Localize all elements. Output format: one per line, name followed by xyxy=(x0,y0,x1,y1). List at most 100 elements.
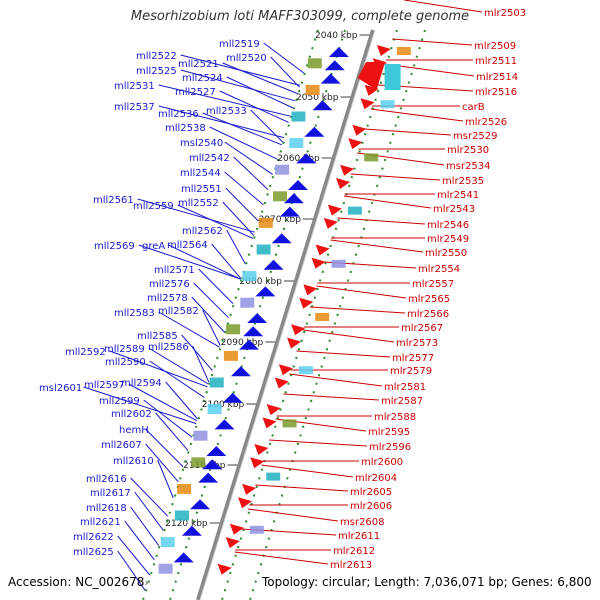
gene-label-mll2527[interactable]: mll2527 xyxy=(175,87,216,98)
gene-label-mll2610[interactable]: mll2610 xyxy=(113,456,154,467)
gene-label-mlr2554[interactable]: mlr2554 xyxy=(418,264,460,275)
gene-label-mll2561[interactable]: mll2561 xyxy=(93,195,134,206)
gene-feature-block xyxy=(223,350,238,361)
gene-label-mlr2581[interactable]: mlr2581 xyxy=(384,382,426,393)
gene-label-mll2524[interactable]: mll2524 xyxy=(182,73,223,84)
minus-strand-gene-arrow xyxy=(214,419,235,430)
plus-strand-gene-arrow xyxy=(311,257,326,269)
gene-label-mlr2573[interactable]: mlr2573 xyxy=(396,338,438,349)
gene-label-mlr2605[interactable]: mlr2605 xyxy=(350,487,392,498)
gene-label-mll2531[interactable]: mll2531 xyxy=(114,81,155,92)
gene-connector-mll2519 xyxy=(263,42,305,74)
gene-connector-mlr2604 xyxy=(261,464,354,478)
gene-label-mll2542[interactable]: mll2542 xyxy=(189,153,230,164)
chromosome-axis-shadow xyxy=(199,29,376,600)
gene-label-greA[interactable]: greA xyxy=(142,241,165,252)
gene-label-mlr2612[interactable]: mlr2612 xyxy=(333,546,375,557)
gene-label-mlr2550[interactable]: mlr2550 xyxy=(425,248,467,259)
gene-label-mlr2509[interactable]: mlr2509 xyxy=(474,41,516,52)
gene-label-mll2607[interactable]: mll2607 xyxy=(101,440,142,451)
gene-label-msr2529[interactable]: msr2529 xyxy=(453,131,498,142)
gene-label-mll2525[interactable]: mll2525 xyxy=(136,66,177,77)
gene-label-mlr2516[interactable]: mlr2516 xyxy=(475,87,517,98)
gene-label-mll2533[interactable]: mll2533 xyxy=(206,106,247,117)
gene-label-mlr2567[interactable]: mlr2567 xyxy=(401,323,443,334)
gene-label-msr2608[interactable]: msr2608 xyxy=(340,517,385,528)
gene-label-mll2569[interactable]: mll2569 xyxy=(94,241,135,252)
gene-label-mll2537[interactable]: mll2537 xyxy=(114,102,155,113)
gene-label-msr2534[interactable]: msr2534 xyxy=(446,161,491,172)
gene-label-mlr2606[interactable]: mlr2606 xyxy=(350,501,392,512)
accession-label[interactable]: Accession: NC_002678› xyxy=(8,575,149,589)
gene-label-mll2618[interactable]: mll2618 xyxy=(86,503,127,514)
gene-label-mlr2579[interactable]: mlr2579 xyxy=(390,366,432,377)
gene-label-mll2597[interactable]: mll2597 xyxy=(84,380,125,391)
gene-label-mlr2611[interactable]: mlr2611 xyxy=(338,531,380,542)
gene-label-mlr2566[interactable]: mlr2566 xyxy=(407,309,449,320)
gene-label-mll2551[interactable]: mll2551 xyxy=(181,184,222,195)
gene-label-mlr2530[interactable]: mlr2530 xyxy=(447,145,489,156)
gene-label-mll2578[interactable]: mll2578 xyxy=(147,293,188,304)
gene-label-mll2590[interactable]: mll2590 xyxy=(105,357,146,368)
gene-label-carB[interactable]: carB xyxy=(462,102,485,113)
gene-label-mll2544[interactable]: mll2544 xyxy=(180,168,221,179)
gene-label-mlr2600[interactable]: mlr2600 xyxy=(361,457,403,468)
gene-label-mll2592[interactable]: mll2592 xyxy=(65,347,106,358)
gene-label-mll2576[interactable]: mll2576 xyxy=(149,279,190,290)
minus-strand-gene-arrow xyxy=(230,366,251,377)
gene-label-msl2601[interactable]: msl2601 xyxy=(39,383,82,394)
gene-label-hemH[interactable]: hemH xyxy=(119,425,149,436)
gene-label-mll2562[interactable]: mll2562 xyxy=(182,226,223,237)
accession-arrow-icon[interactable]: › xyxy=(144,576,149,589)
gene-label-mll2602[interactable]: mll2602 xyxy=(111,409,152,420)
gene-label-mlr2613[interactable]: mlr2613 xyxy=(330,560,372,571)
scale-tick-label: 2090 kbp xyxy=(221,338,264,348)
gene-label-mll2616[interactable]: mll2616 xyxy=(86,474,127,485)
gene-label-msl2540[interactable]: msl2540 xyxy=(180,138,223,149)
gene-label-mll2536[interactable]: mll2536 xyxy=(158,109,199,120)
gene-label-mlr2546[interactable]: mlr2546 xyxy=(427,220,469,231)
gene-label-mlr2595[interactable]: mlr2595 xyxy=(368,427,410,438)
gene-label-mll2521[interactable]: mll2521 xyxy=(178,59,219,70)
gene-label-mll2617[interactable]: mll2617 xyxy=(90,488,131,499)
gene-label-mll2589[interactable]: mll2589 xyxy=(104,344,145,355)
gene-label-mll2594[interactable]: mll2594 xyxy=(121,378,162,389)
gene-label-mll2519[interactable]: mll2519 xyxy=(219,39,260,50)
gene-label-mlr2596[interactable]: mlr2596 xyxy=(369,442,411,453)
gene-label-mlr2588[interactable]: mlr2588 xyxy=(374,412,416,423)
gene-label-mll2625[interactable]: mll2625 xyxy=(73,547,114,558)
gene-feature-block xyxy=(160,537,175,548)
gene-label-mlr2577[interactable]: mlr2577 xyxy=(392,353,434,364)
gene-label-mll2564[interactable]: mll2564 xyxy=(167,240,208,251)
gene-connector-mll2525 xyxy=(180,69,296,102)
gene-label-mlr2604[interactable]: mlr2604 xyxy=(355,473,397,484)
gene-connector-mll2621 xyxy=(124,520,155,561)
gene-label-mlr2543[interactable]: mlr2543 xyxy=(433,204,475,215)
gene-label-mll2585[interactable]: mll2585 xyxy=(137,331,178,342)
gene-label-mlr2587[interactable]: mlr2587 xyxy=(381,396,423,407)
gene-label-mll2586[interactable]: mll2586 xyxy=(148,342,189,353)
gene-label-mlr2526[interactable]: mlr2526 xyxy=(465,117,507,128)
gene-label-mll2559[interactable]: mll2559 xyxy=(133,201,174,212)
minus-strand-gene-arrow xyxy=(181,525,202,536)
gene-label-mll2582[interactable]: mll2582 xyxy=(158,306,199,317)
gene-label-mlr2503[interactable]: mlr2503 xyxy=(484,8,526,19)
gene-label-mll2552[interactable]: mll2552 xyxy=(178,198,219,209)
gene-label-mll2520[interactable]: mll2520 xyxy=(226,53,267,64)
gene-label-mlr2557[interactable]: mlr2557 xyxy=(412,279,454,290)
gene-label-mll2522[interactable]: mll2522 xyxy=(136,51,177,62)
gene-label-mll2571[interactable]: mll2571 xyxy=(154,265,195,276)
gene-label-mll2622[interactable]: mll2622 xyxy=(73,532,114,543)
genome-summary: Topology: circular; Length: 7,036,071 bp… xyxy=(262,575,592,589)
gene-label-mll2538[interactable]: mll2538 xyxy=(165,123,206,134)
gene-label-mll2583[interactable]: mll2583 xyxy=(114,308,155,319)
gene-label-mlr2511[interactable]: mlr2511 xyxy=(475,56,517,67)
gene-connector-mll2586 xyxy=(192,345,210,383)
gene-label-mlr2565[interactable]: mlr2565 xyxy=(408,294,450,305)
gene-label-mlr2541[interactable]: mlr2541 xyxy=(437,190,479,201)
gene-label-mll2621[interactable]: mll2621 xyxy=(80,517,121,528)
gene-label-mlr2514[interactable]: mlr2514 xyxy=(476,72,518,83)
gene-label-mlr2535[interactable]: mlr2535 xyxy=(442,176,484,187)
gene-label-mlr2549[interactable]: mlr2549 xyxy=(427,234,469,245)
gene-label-mll2599[interactable]: mll2599 xyxy=(99,396,140,407)
